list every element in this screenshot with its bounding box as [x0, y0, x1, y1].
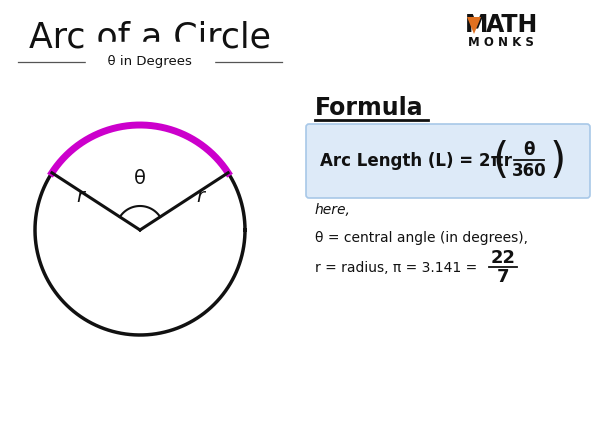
Text: θ: θ	[134, 169, 146, 188]
Text: here,: here,	[315, 203, 351, 217]
Text: θ in Degrees: θ in Degrees	[100, 56, 200, 68]
Text: M O N K S: M O N K S	[468, 35, 534, 49]
Text: r: r	[76, 187, 84, 206]
Text: Arc Length (L) = 2πr: Arc Length (L) = 2πr	[320, 152, 512, 170]
Text: r = radius, π = 3.141 =: r = radius, π = 3.141 =	[315, 261, 482, 275]
Polygon shape	[467, 17, 481, 34]
Text: Formula: Formula	[315, 96, 424, 120]
Text: θ = central angle (in degrees),: θ = central angle (in degrees),	[315, 231, 528, 245]
Text: Arc of a Circle: Arc of a Circle	[29, 21, 271, 55]
Text: M: M	[465, 13, 488, 37]
Text: 7: 7	[497, 268, 509, 286]
Text: r: r	[196, 187, 204, 206]
Text: 360: 360	[512, 162, 547, 180]
Text: θ: θ	[523, 141, 535, 159]
Text: ATH: ATH	[486, 13, 538, 37]
FancyBboxPatch shape	[306, 124, 590, 198]
Text: (: (	[492, 140, 508, 182]
Text: 22: 22	[491, 249, 515, 267]
Text: ): )	[550, 140, 566, 182]
